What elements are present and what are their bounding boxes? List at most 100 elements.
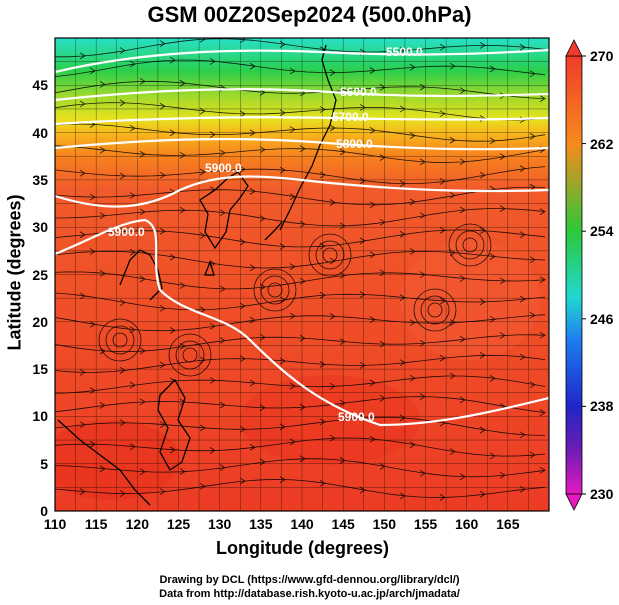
streamline-arrow [499,153,506,161]
streamline-arrow [119,419,126,427]
streamline-arrow [379,340,386,348]
streamline-arrow [249,188,256,195]
streamline-arrow [419,339,426,347]
contour-label: 5900.0 [338,410,375,424]
y-tick-label: 15 [32,361,48,378]
streamline [55,458,546,478]
contour-label: 5800.0 [336,137,373,151]
streamline-arrow [319,361,326,368]
streamline-arrow [119,490,126,497]
streamline-arrow [209,376,216,384]
x-tick-label: 155 [413,516,438,532]
streamline [55,123,546,142]
contour-5800 [55,137,549,151]
streamline-arrow [129,60,136,68]
streamline-arrow [299,277,306,285]
streamline-arrow [199,232,206,239]
y-tick-label: 35 [32,171,48,188]
x-tick-label: 110 [43,516,67,532]
streamline-arrow [119,172,126,180]
contour-5500 [55,48,549,74]
streamline-arrow [219,337,226,344]
chart-title: GSM 00Z20Sep2024 (500.0hPa) [147,2,472,27]
streamline-arrow [449,372,456,380]
streamline-arrow [329,69,336,76]
streamline-arrow [489,375,496,382]
streamline-arrow [519,231,526,239]
streamline-arrow [139,398,146,406]
streamline-arrow [289,67,296,75]
streamline-arrow [379,154,386,161]
streamline-arrow [459,158,466,166]
streamline [55,229,546,248]
streamline-arrow [99,465,106,473]
streamline-arrow [299,334,306,342]
streamline-arrow [89,440,96,448]
streamline-arrow [519,295,526,303]
streamline-arrow [359,104,366,111]
streamline-arrow [259,404,266,412]
streamline-arrow [319,171,326,179]
streamline-arrow [359,291,366,298]
streamline-arrow [529,133,536,140]
streamline-arrow [439,43,446,51]
streamline-arrow [329,199,336,206]
x-tick-label: 165 [496,516,520,532]
streamline-arrow [249,264,256,272]
streamline-arrow [379,463,386,470]
streamline-arrow [159,102,166,110]
streamline-arrow [489,253,496,260]
streamline-arrow [369,67,376,74]
streamline [55,271,546,290]
streamline-arrow [159,304,166,312]
streamline-arrow [89,67,96,75]
x-tick-label: 115 [84,516,108,532]
contour-5900-north [55,175,549,208]
eddy-streamline [253,268,297,312]
streamline-arrow [339,457,346,464]
streamline-arrow [489,315,496,323]
streamline-arrow [79,369,86,376]
streamline-arrow [519,43,526,51]
streamline-arrow [479,171,486,179]
streamline-arrow [139,468,146,476]
streamline-arrow [119,47,126,54]
streamline-arrow [129,381,136,389]
eddy-streamline [448,223,492,267]
streamline-arrow [479,352,486,359]
streamline [55,80,546,99]
streamline-arrow [419,469,426,477]
streamline-arrow [339,148,346,156]
streamline [55,396,546,413]
streamline-arrow [79,231,86,239]
streamline-arrow [289,126,296,133]
streamline-arrow [339,222,346,230]
streamline-arrow [319,479,326,487]
credit-data: Data from http://database.rish.kyoto-u.a… [159,588,460,600]
streamline-arrow [219,149,226,157]
streamline-arrow [199,306,206,314]
streamline-arrow [489,137,496,145]
streamline-arrow [119,299,126,306]
colorbar-tick-label: 230 [590,486,614,502]
streamline-arrow [409,198,416,206]
eddy-streamline [315,240,345,270]
eddy-streamline [308,233,352,277]
eddy-streamline [322,247,338,263]
streamline-arrow [129,443,136,451]
streamline-arrow [119,367,126,374]
streamline-arrow [339,271,346,279]
streamline-arrow [249,443,256,451]
streamline-arrow [239,425,246,433]
plot-frame [54,37,550,512]
streamline-arrow [359,177,366,185]
streamline-arrow [499,205,506,212]
streamline-arrow [239,165,246,173]
streamline-arrow [139,275,146,283]
streamline [55,186,546,206]
streamline-arrow [409,319,416,327]
streamline-arrow [199,482,206,490]
streamline-arrow [179,206,186,214]
contour-5600 [55,88,549,102]
